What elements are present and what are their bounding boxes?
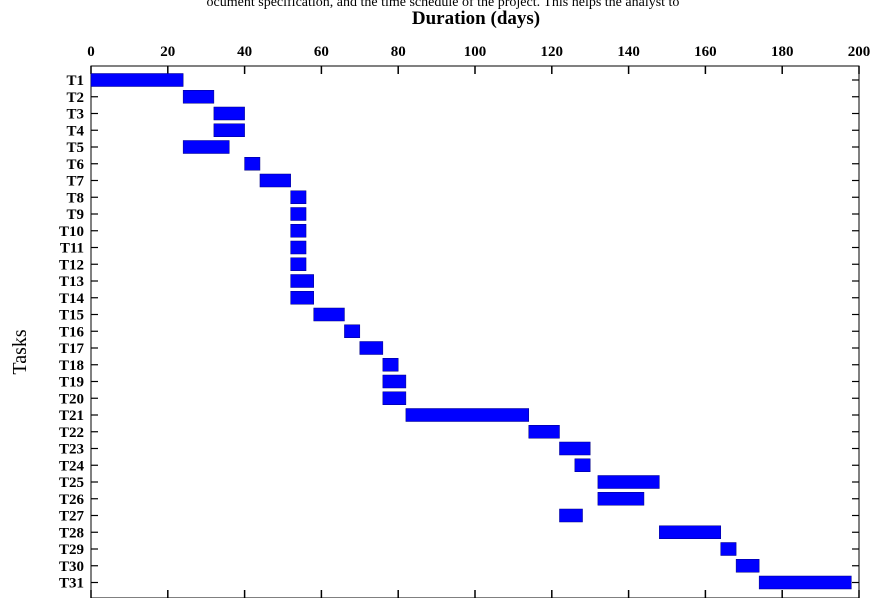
task-bar: [290, 207, 307, 221]
task-bar: [735, 559, 760, 573]
task-bar: [559, 508, 583, 523]
task-label: T31: [59, 576, 84, 592]
task-label: T30: [59, 559, 84, 575]
task-label: T29: [59, 542, 84, 558]
y-axis-label: Tasks: [9, 329, 31, 374]
caption-text: ocument specification, and the time sche…: [207, 0, 680, 10]
x-axis-ticks: 0 20 40 60 80 100 120 140 160 180 200: [87, 44, 870, 598]
task-bar: [597, 475, 660, 489]
task-label: T3: [66, 107, 84, 123]
task-label: T24: [59, 458, 85, 474]
task-bar: [528, 425, 560, 439]
task-bar: [758, 575, 852, 590]
task-labels: T1T2T3T4T5T6T7T8T9T10T11T12T13T14T15T16T…: [59, 73, 859, 592]
task-label: T7: [66, 174, 84, 190]
task-bar: [720, 542, 737, 556]
task-bar: [244, 157, 261, 171]
task-label: T5: [66, 140, 84, 156]
x-tick-label: 60: [314, 44, 329, 60]
task-bar: [290, 190, 307, 204]
task-bar: [290, 257, 307, 271]
x-tick-label: 140: [617, 44, 640, 60]
task-bar: [182, 90, 215, 104]
x-tick-label: 200: [848, 44, 871, 60]
x-tick-label: 180: [771, 44, 794, 60]
task-label: T10: [59, 224, 84, 240]
task-label: T21: [59, 408, 84, 424]
chart-title: Duration (days): [412, 8, 540, 29]
task-bar: [359, 341, 384, 355]
task-label: T6: [66, 157, 84, 173]
task-bar: [344, 324, 361, 338]
task-bar: [382, 358, 399, 372]
task-label: T12: [59, 257, 84, 273]
task-label: T13: [59, 274, 84, 290]
x-tick-label: 100: [464, 44, 487, 60]
task-bars: [90, 73, 852, 590]
task-label: T1: [66, 73, 84, 89]
task-label: T23: [59, 442, 84, 458]
x-tick-label: 40: [237, 44, 252, 60]
x-tick-label: 0: [87, 44, 95, 60]
task-label: T15: [59, 308, 84, 324]
task-bar: [213, 106, 245, 121]
task-bar: [659, 525, 722, 539]
task-bar: [559, 441, 591, 456]
task-bar: [290, 224, 307, 238]
task-bar: [382, 374, 407, 389]
task-bar: [290, 274, 314, 288]
task-label: T17: [59, 341, 85, 357]
x-tick-label: 160: [694, 44, 717, 60]
task-bar: [290, 240, 307, 255]
task-label: T16: [59, 324, 85, 340]
task-label: T28: [59, 525, 84, 541]
task-label: T4: [66, 123, 84, 139]
task-bar: [213, 123, 245, 137]
task-label: T27: [59, 509, 85, 525]
x-tick-label: 20: [160, 44, 175, 60]
task-bar: [290, 291, 314, 305]
x-tick-label: 80: [391, 44, 406, 60]
task-label: T22: [59, 425, 84, 441]
task-bar: [259, 173, 291, 188]
task-bar: [382, 391, 407, 405]
task-label: T20: [59, 391, 84, 407]
task-bar: [597, 492, 645, 506]
task-bar: [90, 73, 184, 87]
task-bar: [574, 458, 591, 472]
task-label: T14: [59, 291, 85, 307]
task-label: T9: [66, 207, 84, 223]
task-label: T8: [66, 190, 84, 206]
task-label: T26: [59, 492, 85, 508]
task-bar: [405, 408, 530, 422]
task-label: T18: [59, 358, 84, 374]
task-label: T2: [66, 90, 84, 106]
x-tick-label: 120: [541, 44, 564, 60]
task-label: T11: [60, 241, 84, 257]
task-bar: [313, 307, 345, 322]
task-bar: [182, 140, 230, 154]
task-label: T19: [59, 375, 84, 391]
task-label: T25: [59, 475, 84, 491]
